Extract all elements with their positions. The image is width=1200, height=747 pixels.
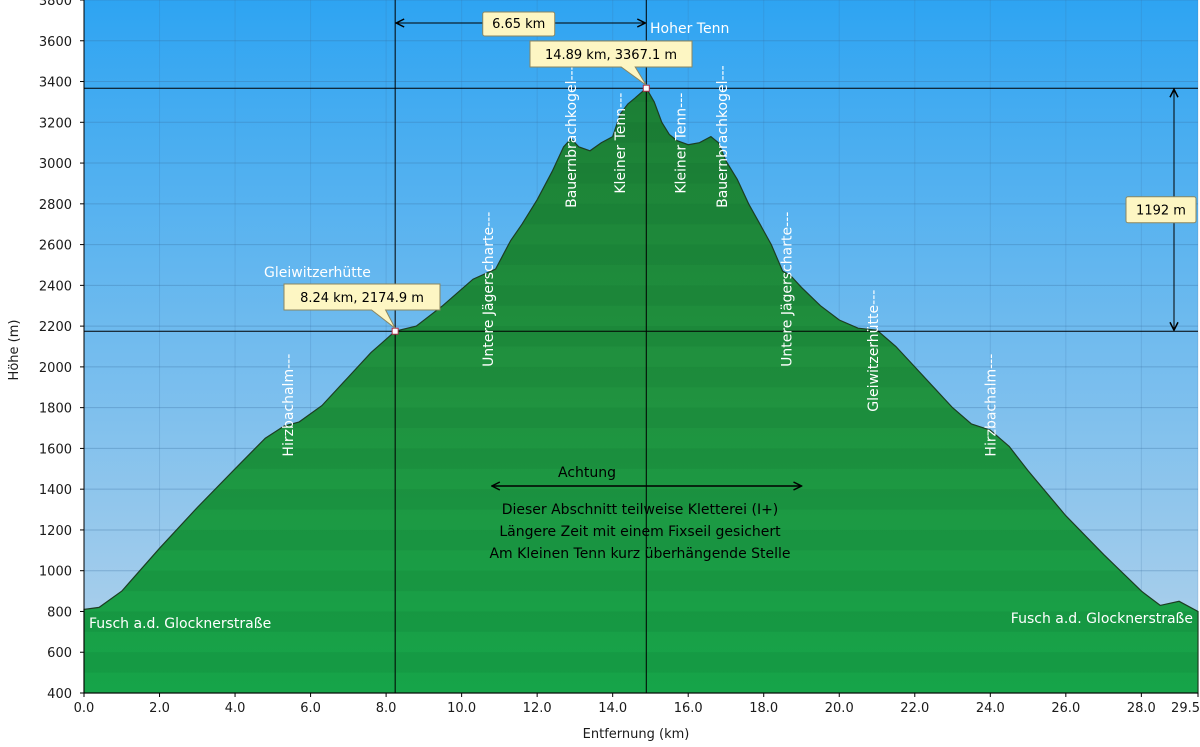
waypoint-label: Hirzbachalm--- xyxy=(983,354,999,457)
elevation-diff-callout-box xyxy=(1125,196,1197,224)
x-axis-ticks: 0.0 2.0 4.0 6.0 8.0 10.0 12.0 14.0 16.0 18.0 20.0 2… xyxy=(74,693,1200,716)
x-tick-label: 18.0 xyxy=(749,701,778,716)
axes xyxy=(83,0,1198,694)
terrain-band xyxy=(84,407,1198,429)
terrain-band xyxy=(84,570,1198,592)
summit-callout-label: 14.89 km, 3367.1 m xyxy=(545,48,677,63)
x-tick-label: 10.0 xyxy=(447,701,476,716)
y-tick-label: 3200 xyxy=(39,116,72,131)
waypoint-labels: Hirzbachalm--- Untere Jägerscharte--- Baue… xyxy=(281,65,999,456)
x-tick-label: 4.0 xyxy=(225,701,246,716)
waypoint-label: Bauernbrachkogel--- xyxy=(564,65,580,208)
distance-callout-box xyxy=(482,11,556,37)
elevation-diff-callout-label: 1192 m xyxy=(1136,204,1186,219)
y-tick-label: 1200 xyxy=(39,524,72,539)
guide-lines xyxy=(84,0,1198,693)
y-tick-label: 3000 xyxy=(39,157,72,172)
y-tick-label: 3800 xyxy=(39,0,72,9)
y-tick-label: 2200 xyxy=(39,320,72,335)
hut-name-label: Gleiwitzerhütte xyxy=(264,265,371,281)
summit-callout-box xyxy=(529,40,693,86)
end-label: Fusch a.d. Glocknerstraße xyxy=(1011,611,1193,627)
x-tick-label: 14.0 xyxy=(598,701,627,716)
hut-callout-box xyxy=(283,283,441,329)
y-tick-label: 2600 xyxy=(39,239,72,254)
y-tick-label: 2000 xyxy=(39,361,72,376)
waypoint-label: Hirzbachalm--- xyxy=(281,354,297,457)
x-tick-label: 8.0 xyxy=(376,701,397,716)
annotations: 6.65 km 1192 m 8.24 km, 2174.9 m 14.89 km, … xyxy=(89,11,1197,632)
x-tick-label: 22.0 xyxy=(900,701,929,716)
y-tick-label: 1000 xyxy=(39,565,72,580)
y-axis-ticks: 400 600 800 1000 1200 1400 1600 1800 2000 2200 240… xyxy=(39,0,84,702)
terrain-band xyxy=(84,611,1198,632)
terrain-band xyxy=(84,448,1198,469)
elevation-area xyxy=(83,87,1199,694)
hut-callout-label: 8.24 km, 2174.9 m xyxy=(300,291,424,306)
terrain-band xyxy=(84,489,1198,510)
y-tick-label: 400 xyxy=(47,687,72,702)
waypoint-label: Untere Jägerscharte--- xyxy=(481,212,497,367)
distance-callout-label: 6.65 km xyxy=(492,17,545,32)
y-tick-label: 1400 xyxy=(39,483,72,498)
y-tick-label: 800 xyxy=(47,605,72,620)
y-tick-label: 600 xyxy=(47,646,72,661)
x-tick-label: 6.0 xyxy=(300,701,321,716)
achtung-line: Am Kleinen Tenn kurz überhängende Stelle xyxy=(489,546,790,562)
x-tick-label: 12.0 xyxy=(523,701,552,716)
x-tick-label: 0.0 xyxy=(74,701,95,716)
summit-name-label: Hoher Tenn xyxy=(650,21,729,37)
y-tick-label: 2800 xyxy=(39,198,72,213)
marker-point xyxy=(642,84,650,92)
waypoint-label: Bauernbrachkogel--- xyxy=(715,65,731,208)
y-tick-label: 3600 xyxy=(39,35,72,50)
y-axis-title: Höhe (m) xyxy=(7,320,22,381)
waypoint-label: Kleiner Tenn--- xyxy=(674,93,690,194)
x-tick-label: 24.0 xyxy=(976,701,1005,716)
y-tick-label: 1800 xyxy=(39,402,72,417)
terrain-band xyxy=(84,529,1198,551)
terrain-band xyxy=(84,652,1198,673)
y-tick-label: 1600 xyxy=(39,442,72,457)
waypoint-label: Kleiner Tenn--- xyxy=(613,93,629,194)
x-tick-label: 26.0 xyxy=(1051,701,1080,716)
x-tick-label: 2.0 xyxy=(149,701,170,716)
marker-point xyxy=(391,327,399,335)
y-tick-label: 3400 xyxy=(39,76,72,91)
x-tick-label: 28.0 xyxy=(1127,701,1156,716)
x-axis-title: Entfernung (km) xyxy=(583,727,690,742)
start-label: Fusch a.d. Glocknerstraße xyxy=(89,616,271,632)
achtung-title: Achtung xyxy=(558,465,616,481)
terrain-band xyxy=(84,366,1198,388)
x-tick-label: 20.0 xyxy=(825,701,854,716)
waypoint-label: Gleiwitzerhütte--- xyxy=(866,290,882,412)
x-tick-label: 16.0 xyxy=(674,701,703,716)
waypoint-label: Untere Jägerscharte--- xyxy=(779,212,795,367)
y-tick-label: 2400 xyxy=(39,279,72,294)
x-tick-label: 29.5 xyxy=(1171,701,1200,716)
achtung-line: Längere Zeit mit einem Fixseil gesichert xyxy=(499,524,781,540)
achtung-line: Dieser Abschnitt teilweise Kletterei (I+… xyxy=(502,502,779,518)
